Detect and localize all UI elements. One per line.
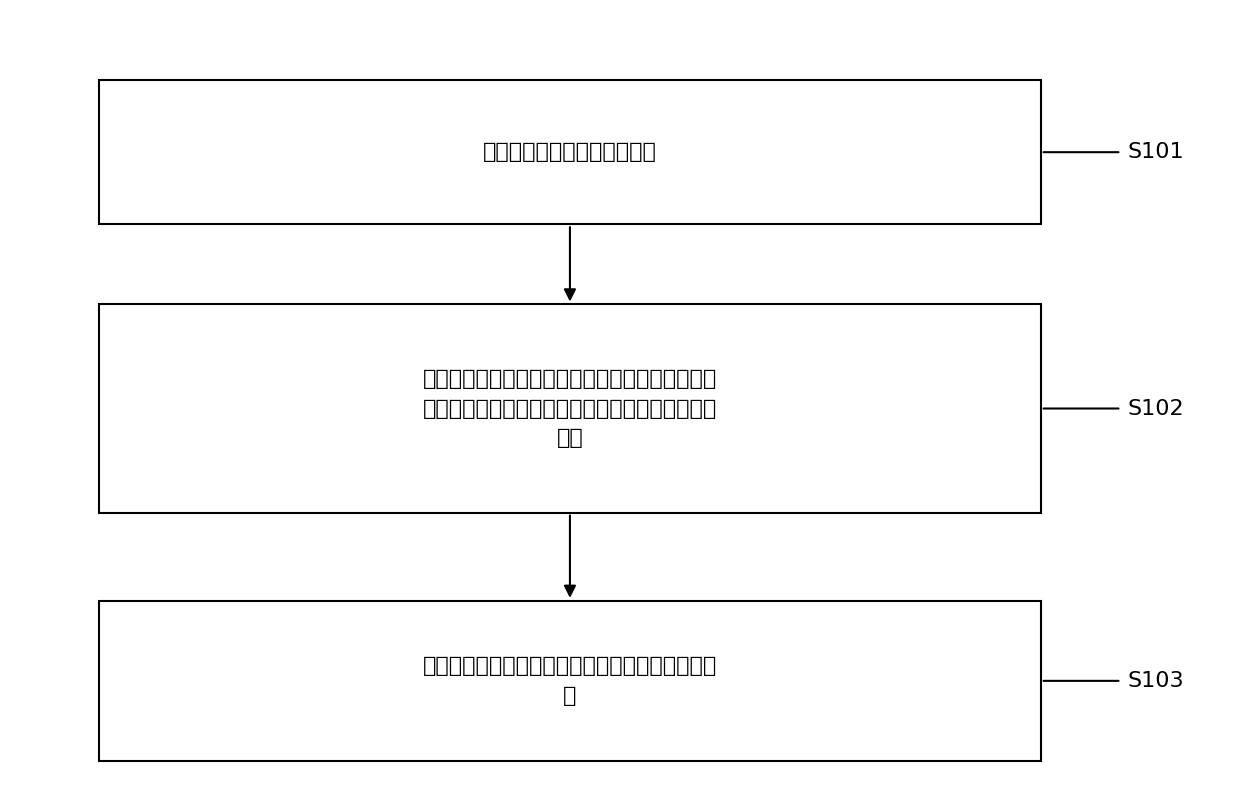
FancyBboxPatch shape: [99, 80, 1041, 224]
Text: 获取所述多个通道在加载所述测试信号下反馈的测
试响应；所述测试响应是通过所述电容屏控制板获
取的: 获取所述多个通道在加载所述测试信号下反馈的测 试响应；所述测试响应是通过所述电容…: [422, 369, 717, 448]
FancyBboxPatch shape: [99, 304, 1041, 513]
FancyBboxPatch shape: [99, 601, 1041, 761]
Text: S103: S103: [1127, 671, 1184, 690]
Text: S102: S102: [1127, 399, 1184, 418]
Text: 根据所述测试响应获取所述电容屏控制板的测试结
果: 根据所述测试响应获取所述电容屏控制板的测试结 果: [422, 656, 717, 706]
Text: 向电容屏控制板发送测试指令: 向电容屏控制板发送测试指令: [483, 143, 657, 162]
Text: S101: S101: [1127, 143, 1184, 162]
